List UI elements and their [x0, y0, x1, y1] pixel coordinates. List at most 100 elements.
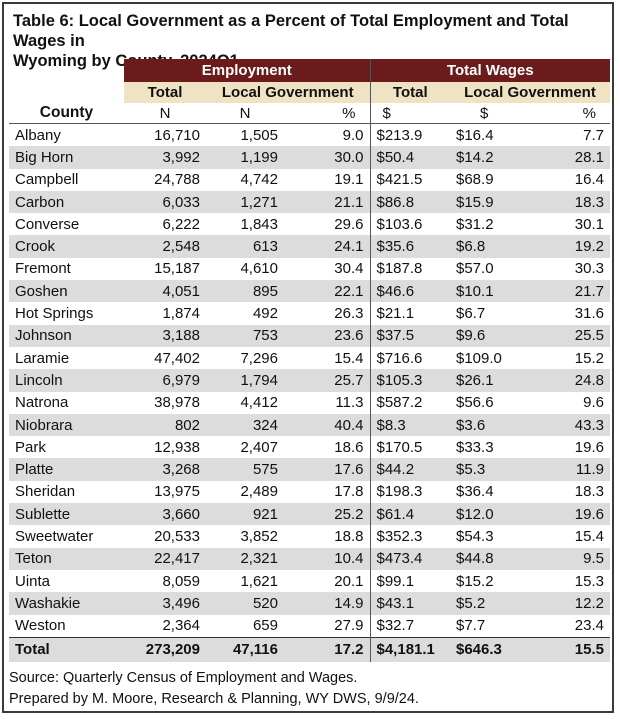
employment-total-cell: 6,033 — [124, 190, 206, 214]
county-cell: Converse — [15, 215, 80, 233]
employment-total-cell: 4,051 — [124, 280, 206, 303]
wages-pct-cell: 24.8 — [530, 369, 610, 392]
table-row: Natrona 38,978 4,412 11.3 $587.2 $56.6 9.6 — [9, 391, 610, 414]
employment-pct-cell: 25.2 — [284, 503, 370, 526]
total-wages-header: Total Wages — [369, 59, 610, 82]
employment-pct-cell: 22.1 — [284, 280, 370, 303]
source-note: Source: Quarterly Census of Employment a… — [9, 670, 358, 686]
county-cell: Lincoln — [9, 369, 124, 392]
wages-local-cell: $6.8 — [450, 235, 530, 258]
employment-pct-cell: 29.6 — [334, 215, 364, 233]
wages-pct-cell: 18.3 — [574, 483, 604, 501]
wages-local-cell: $15.9 — [450, 190, 530, 214]
wages-total-cell: $32.7 — [369, 614, 450, 638]
wages-local-cell: $14.2 — [450, 146, 530, 169]
employment-total-cell: 3,660 — [124, 503, 206, 526]
wages-local-cell: $54.3 — [456, 527, 494, 545]
wages-total-cell: $99.1 — [369, 569, 450, 593]
employment-total-cell: 8,059 — [162, 572, 200, 590]
employment-local-cell: 2,407 — [240, 438, 278, 456]
employment-local-cell: 2,321 — [206, 547, 284, 570]
wages-pct-cell: 19.6 — [574, 438, 604, 456]
employment-local-cell: 7,296 — [240, 349, 278, 367]
wages-local-cell: $33.3 — [456, 438, 494, 456]
prepared-note: Prepared by M. Moore, Research & Plannin… — [9, 691, 419, 707]
county-cell: Crook — [9, 235, 124, 258]
table-row: Goshen 4,051 895 22.1 $46.6 $10.1 21.7 — [9, 280, 610, 303]
employment-total-cell: 1,874 — [162, 305, 200, 323]
county-cell: Uinta — [15, 572, 51, 590]
wages-pct-cell: 12.2 — [530, 592, 610, 615]
wages-local-cell: $6.7 — [456, 305, 486, 323]
employment-local-cell: 1,843 — [240, 215, 278, 233]
county-cell: Campbell — [15, 171, 79, 189]
wages-total-cell: $46.6 — [369, 280, 450, 303]
employment-pct-cell: 14.9 — [284, 592, 370, 615]
wages-pct-cell: 31.6 — [574, 305, 604, 323]
wages-local-cell: $15.2 — [456, 572, 494, 590]
employment-pct-cell: 9.0 — [342, 126, 364, 144]
employment-total-cell: 6,222 — [162, 215, 200, 233]
table-row: Johnson 3,188 753 23.6 $37.5 $9.6 25.5 — [9, 324, 610, 347]
county-cell: Natrona — [15, 394, 69, 412]
employment-pct-cell: 18.6 — [334, 438, 364, 456]
wages-pct-cell: 19.2 — [530, 235, 610, 258]
title-line-1: Table 6: Local Government as a Percent o… — [13, 12, 569, 50]
employment-pct-cell: 23.6 — [284, 324, 370, 347]
wages-local-cell: $7.7 — [456, 617, 486, 635]
employment-total-cell: 802 — [124, 413, 206, 437]
county-header: County — [9, 103, 124, 124]
employment-local-cell: 3,852 — [240, 527, 278, 545]
county-cell: Weston — [15, 617, 66, 635]
wages-pct-cell: 21.7 — [530, 280, 610, 303]
wages-local-cell: $68.9 — [456, 171, 494, 189]
wages-pct-cell: 15.3 — [574, 572, 604, 590]
wages-total-cell: $105.3 — [369, 369, 450, 392]
unit-header: N — [206, 103, 284, 124]
wages-local-cell: $5.2 — [450, 592, 530, 615]
wages-total-cell: $352.3 — [369, 525, 450, 548]
county-cell: Park — [15, 438, 46, 456]
wages-total-cell: $716.6 — [369, 346, 450, 370]
employment-local-cell: 575 — [206, 458, 284, 481]
county-cell: Carbon — [9, 190, 124, 214]
wages-local-cell: $109.0 — [456, 349, 502, 367]
wages-total-cell: $103.6 — [369, 213, 450, 236]
wages-pct-cell: 19.6 — [530, 503, 610, 526]
county-cell: Johnson — [9, 324, 124, 347]
table-row: Fremont 15,187 4,610 30.4 $187.8 $57.0 30.3 — [9, 257, 610, 281]
employment-total-cell: 15,187 — [154, 260, 200, 278]
employment-local-cell: 4,742 — [240, 171, 278, 189]
employment-local-gov-header: Local Government — [206, 82, 370, 103]
wages-local-cell: $9.6 — [450, 324, 530, 347]
employment-local-cell: 492 — [252, 305, 278, 323]
employment-local-cell: 613 — [206, 235, 284, 258]
county-cell: Hot Springs — [15, 305, 94, 323]
table-row: Uinta 8,059 1,621 20.1 $99.1 $15.2 15.3 — [9, 569, 610, 593]
employment-pct-cell: 15.4 — [334, 349, 364, 367]
county-cell: Sublette — [9, 503, 124, 526]
county-cell: Sheridan — [15, 483, 76, 501]
wages-pct-cell: 23.4 — [574, 617, 604, 635]
employment-local-cell: 520 — [206, 592, 284, 615]
table-row: Hot Springs 1,874 492 26.3 $21.1 $6.7 31.6 — [9, 302, 610, 325]
wages-total-cell: $50.4 — [369, 146, 450, 169]
employment-local-cell: 47,116 — [206, 636, 284, 662]
employment-local-cell: 4,412 — [240, 394, 278, 412]
employment-pct-cell: 17.2 — [284, 636, 370, 662]
wages-local-cell: $12.0 — [450, 503, 530, 526]
wages-total-cell: $43.1 — [369, 592, 450, 615]
table-row: Campbell 24,788 4,742 19.1 $421.5 $68.9 16.4 — [9, 168, 610, 191]
employment-local-cell: 324 — [206, 413, 284, 437]
wages-total-cell: $61.4 — [369, 503, 450, 526]
employment-pct-cell: 27.9 — [334, 617, 364, 635]
employment-total-cell: 12,938 — [154, 438, 200, 456]
county-cell: Sweetwater — [15, 527, 94, 545]
wages-pct-cell: 15.5 — [530, 636, 610, 662]
county-cell: Washakie — [9, 592, 124, 615]
employment-header: Employment — [124, 59, 370, 82]
county-cell: Goshen — [9, 280, 124, 303]
wages-pct-cell: 15.2 — [574, 349, 604, 367]
employment-local-cell: 1,271 — [206, 190, 284, 214]
employment-total-cell: 3,496 — [124, 592, 206, 615]
